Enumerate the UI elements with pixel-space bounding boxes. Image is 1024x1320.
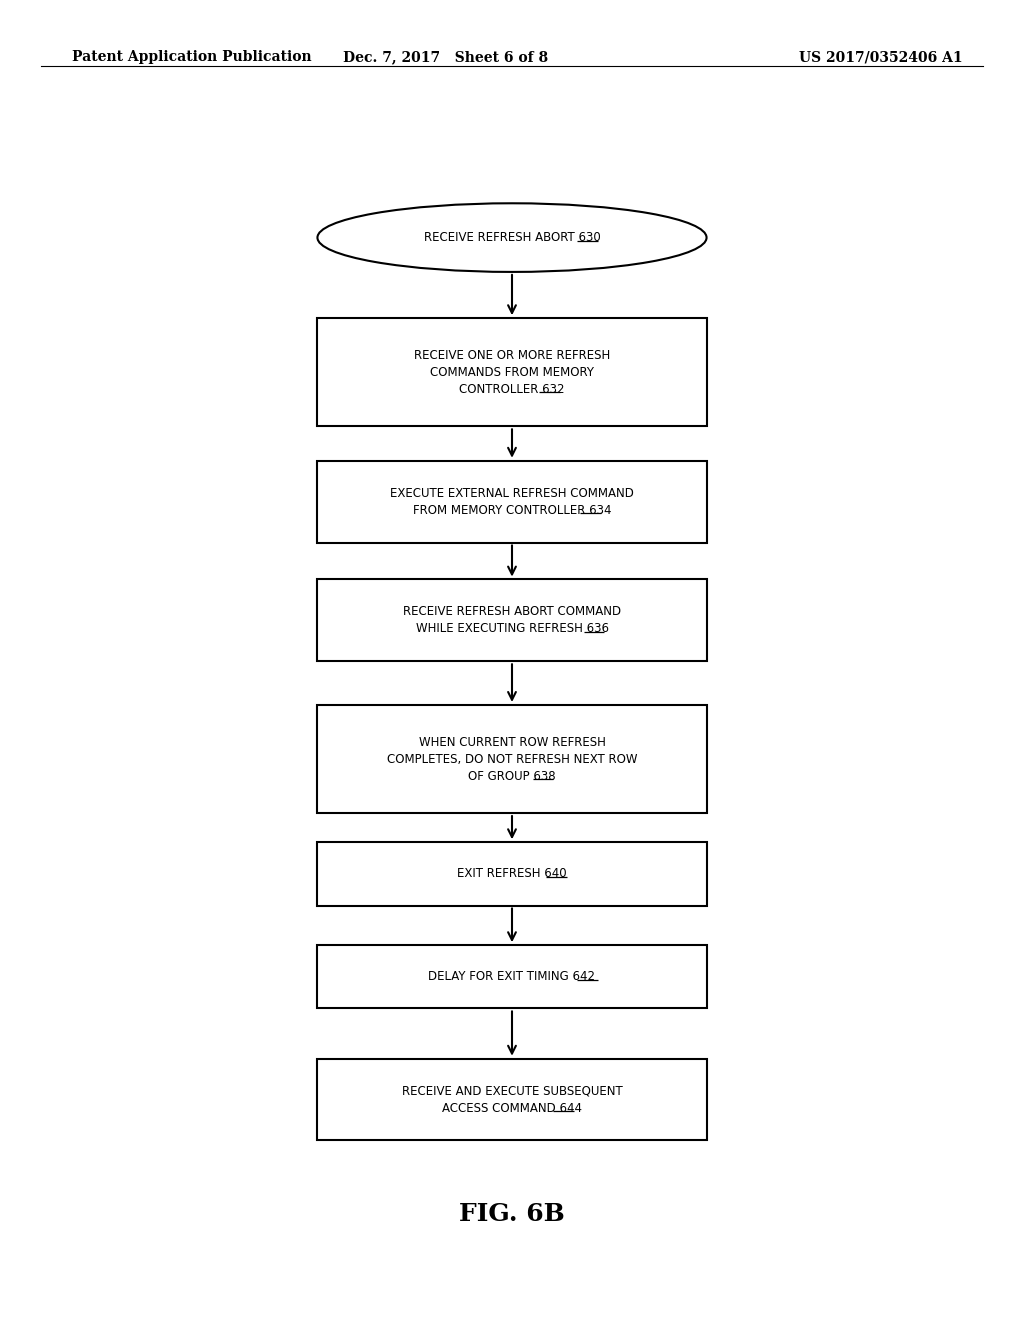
Text: EXECUTE EXTERNAL REFRESH COMMAND
FROM MEMORY CONTROLLER 634: EXECUTE EXTERNAL REFRESH COMMAND FROM ME… (390, 487, 634, 516)
Text: Dec. 7, 2017   Sheet 6 of 8: Dec. 7, 2017 Sheet 6 of 8 (343, 50, 548, 65)
Text: US 2017/0352406 A1: US 2017/0352406 A1 (799, 50, 963, 65)
Text: RECEIVE ONE OR MORE REFRESH
COMMANDS FROM MEMORY
CONTROLLER 632: RECEIVE ONE OR MORE REFRESH COMMANDS FRO… (414, 348, 610, 396)
Text: Patent Application Publication: Patent Application Publication (72, 50, 311, 65)
Text: RECEIVE AND EXECUTE SUBSEQUENT
ACCESS COMMAND 644: RECEIVE AND EXECUTE SUBSEQUENT ACCESS CO… (401, 1085, 623, 1114)
Text: WHEN CURRENT ROW REFRESH
COMPLETES, DO NOT REFRESH NEXT ROW
OF GROUP 638: WHEN CURRENT ROW REFRESH COMPLETES, DO N… (387, 735, 637, 783)
Text: EXIT REFRESH 640: EXIT REFRESH 640 (457, 867, 567, 880)
Text: RECEIVE REFRESH ABORT 630: RECEIVE REFRESH ABORT 630 (424, 231, 600, 244)
Text: FIG. 6B: FIG. 6B (459, 1203, 565, 1226)
Text: DELAY FOR EXIT TIMING 642: DELAY FOR EXIT TIMING 642 (428, 970, 596, 983)
Text: RECEIVE REFRESH ABORT COMMAND
WHILE EXECUTING REFRESH 636: RECEIVE REFRESH ABORT COMMAND WHILE EXEC… (402, 606, 622, 635)
